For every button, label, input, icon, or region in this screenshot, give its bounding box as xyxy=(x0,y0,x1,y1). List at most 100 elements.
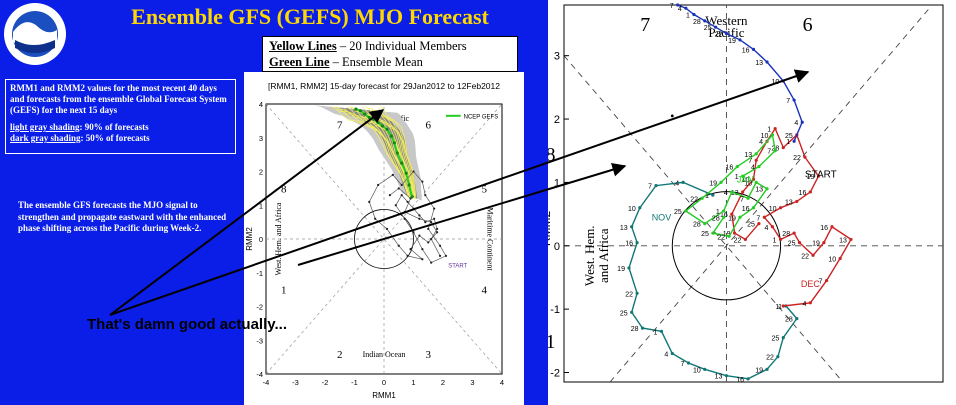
teal-series-day-label: 1 xyxy=(654,329,658,336)
y-tick-label: 3 xyxy=(554,51,560,63)
red-series-day-label: 25 xyxy=(747,222,755,229)
y-axis-label: RMM2 xyxy=(548,211,553,247)
red-series-point xyxy=(792,231,796,235)
teal-series-point xyxy=(781,336,785,340)
observed-point xyxy=(418,217,421,220)
green-series-day-label: 7 xyxy=(767,149,771,156)
teal-series-point xyxy=(627,266,631,270)
ensemble-mean-point xyxy=(372,117,376,121)
red-series-point xyxy=(816,174,821,178)
x-tick-label: 3 xyxy=(470,378,474,387)
blue-series-day-label: 1 xyxy=(786,139,790,146)
observed-point xyxy=(391,173,394,176)
red-series-day-label: 13 xyxy=(785,199,793,206)
observed-point xyxy=(400,183,403,187)
observed-point xyxy=(438,244,442,247)
red-series-day-label: 16 xyxy=(799,190,807,197)
green-series-point xyxy=(773,149,777,153)
blue-series-day-label: 28 xyxy=(693,19,701,26)
green-series-point xyxy=(754,152,758,156)
x-tick-label: -1 xyxy=(351,378,358,387)
red-series-day-label: 25 xyxy=(788,241,796,248)
ensemble-mean-point xyxy=(380,124,385,128)
observed-point xyxy=(424,194,427,197)
teal-series-point xyxy=(724,374,729,378)
green-series-day-label: 25 xyxy=(701,231,709,238)
teal-series-point xyxy=(711,193,715,197)
phase-number: 8 xyxy=(281,183,287,195)
teal-series-day-label: 25 xyxy=(771,336,779,343)
observed-point xyxy=(374,217,377,220)
teal-series-day-label: 25 xyxy=(620,310,628,317)
green-series-day-label: 28 xyxy=(712,215,720,222)
red-series-day-label: 19 xyxy=(812,241,820,248)
observed-point xyxy=(424,221,427,224)
observed-point xyxy=(412,170,415,173)
teal-series-day-label: 4 xyxy=(664,351,668,358)
red-series-day-label: 4 xyxy=(802,301,806,308)
teal-series-day-label: 16 xyxy=(736,377,744,384)
red-series-day-label: 28 xyxy=(782,231,790,238)
green-series-day-label: 22 xyxy=(690,196,698,203)
observed-point xyxy=(444,254,448,257)
ensemble-mean-point xyxy=(389,134,393,138)
blue-series-day-label: 7 xyxy=(786,98,790,105)
red-series-point xyxy=(773,126,777,131)
info-box: RMM1 and RMM2 values for the most recent… xyxy=(5,79,236,154)
teal-series-point xyxy=(746,377,750,381)
teal-series-point xyxy=(776,355,780,359)
ensemble-mean-point xyxy=(367,115,371,120)
teal-series-day-label: 22 xyxy=(625,291,633,298)
region-label: West. Hem. and Africa xyxy=(274,202,283,275)
blue-series-point xyxy=(800,120,804,124)
region-label: Maritime Continent xyxy=(485,207,494,271)
observed-point xyxy=(397,244,400,247)
y-tick-label: -3 xyxy=(256,336,263,345)
large-mjo-phase-plot: -2-10123RMM27681WesternPacificWest. Hem.… xyxy=(548,0,956,405)
observed-point xyxy=(403,210,406,214)
y-tick-label: 0 xyxy=(554,241,560,253)
observed-point xyxy=(430,237,433,241)
left-panel: Ensemble GFS (GEFS) MJO Forecast Yellow … xyxy=(0,0,548,405)
blue-series-point xyxy=(765,60,769,64)
annotation-caption: That's damn good actually... xyxy=(87,316,287,333)
observed-point xyxy=(368,200,371,203)
green-series-point xyxy=(711,231,715,235)
teal-series-point xyxy=(686,361,691,365)
red-series-day-label: 13 xyxy=(839,237,847,244)
phase-number: 6 xyxy=(803,14,813,36)
observed-point xyxy=(433,207,436,210)
light-shading-text: : 90% of forecasts xyxy=(79,122,149,132)
region-label: West. Hem. xyxy=(582,225,597,286)
red-series-day-label: 4 xyxy=(759,139,763,146)
observed-point xyxy=(430,221,433,224)
teal-series-day-label: 4 xyxy=(675,180,679,187)
red-series-day-label: 22 xyxy=(801,253,809,260)
ensemble-mean-point xyxy=(376,120,380,125)
red-series-point xyxy=(757,221,761,226)
green-series-day-label: 25 xyxy=(674,209,682,216)
y-tick-label: -1 xyxy=(256,269,263,278)
observed-point xyxy=(406,200,409,203)
red-series-point xyxy=(781,304,785,308)
observed-point xyxy=(427,227,430,230)
blue-series-point xyxy=(724,31,729,36)
legend-box: Yellow Lines – 20 Individual Members Gre… xyxy=(262,36,518,72)
y-tick-label: 3 xyxy=(259,134,263,143)
blue-series-point xyxy=(751,47,756,51)
observed-point xyxy=(433,217,436,220)
y-tick-label: 4 xyxy=(259,100,263,109)
red-series-day-label: 7 xyxy=(756,215,760,222)
teal-series-day-label: 19 xyxy=(755,367,763,374)
plot-title: [RMM1, RMM2] 15-day forecast for 29Jan20… xyxy=(268,81,500,91)
red-series-point xyxy=(762,215,766,219)
info-text: RMM1 and RMM2 values for the most recent… xyxy=(10,83,227,115)
noaa-logo xyxy=(4,3,66,65)
teal-series-point xyxy=(654,183,658,188)
x-tick-label: 0 xyxy=(382,378,386,387)
legend-green-text: – Ensemble Mean xyxy=(329,55,423,69)
red-series-point xyxy=(732,231,737,235)
legend-entry: NCEP GEFS xyxy=(464,114,499,120)
teal-series-point xyxy=(703,367,707,371)
teal-series-point xyxy=(659,329,664,333)
